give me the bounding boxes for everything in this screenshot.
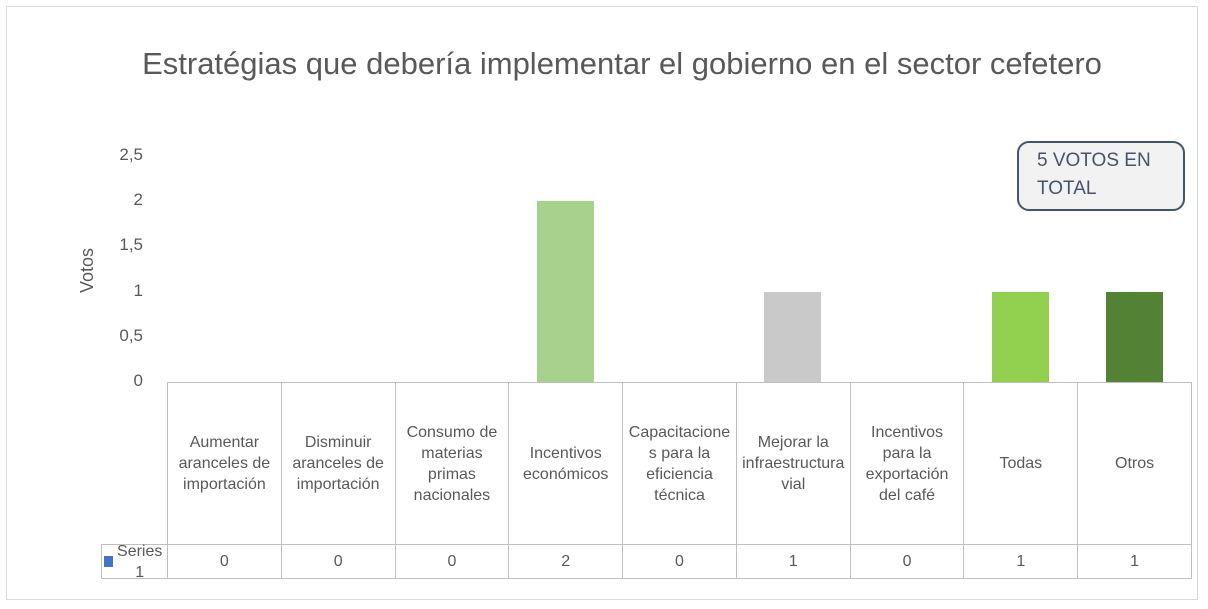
legend-key [104,556,114,567]
bar [991,291,1049,382]
bar [536,201,594,382]
y-tick-label: 2 [133,190,143,210]
y-tick-label: 1,5 [119,235,143,255]
annotation: 5 VOTOS EN TOTAL [1017,141,1185,211]
category-label: Otros [1077,382,1192,545]
bar [764,291,822,382]
category-label: Mejorar la infraestructura vial [735,382,851,545]
y-tick-label: 0,5 [119,325,143,345]
chart-title: Estratégias que debería implementar el g… [142,46,1102,81]
bar [1105,291,1163,382]
data-table-value: 1 [963,544,1079,579]
category-label: Disminuir aranceles de importación [280,382,396,545]
legend-entry: Series1 [101,543,168,581]
y-tick-label: 1 [133,280,143,300]
category-label: Capacitaciones para la eficiencia técnic… [622,382,737,545]
data-table-value: 1 [735,544,851,579]
data-table-value: 0 [167,544,282,579]
category-label: Aumentar aranceles de importación [167,382,282,545]
data-table-value: 2 [508,544,624,579]
data-table-value: 0 [280,544,396,579]
legend-label: Series1 [117,542,163,581]
category-label: Incentivos económicos [508,382,624,545]
category-label: Consumo de materias primas nacionales [394,382,510,545]
chart: Estratégias que debería implementar el g… [6,6,1198,600]
category-label: Todas [963,382,1079,545]
y-axis-title: Votos [77,247,98,294]
y-tick-label: 0 [133,371,143,390]
data-table-value: 1 [1077,544,1192,579]
data-table-value: 0 [849,544,965,579]
category-label: Incentivos para la exportación del café [849,382,965,545]
data-table-value: 0 [394,544,510,579]
data-table-value: 0 [622,544,737,579]
y-tick-label: 2,5 [119,145,143,164]
